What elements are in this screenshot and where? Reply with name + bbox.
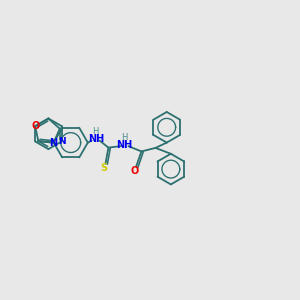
Text: NH: NH xyxy=(116,140,132,150)
Text: H: H xyxy=(121,133,127,142)
Text: N: N xyxy=(50,138,58,148)
Text: S: S xyxy=(101,163,108,173)
Text: N: N xyxy=(58,137,65,146)
Text: O: O xyxy=(31,121,39,131)
Text: H: H xyxy=(93,127,99,136)
Text: O: O xyxy=(131,166,139,176)
Text: NH: NH xyxy=(88,134,104,144)
